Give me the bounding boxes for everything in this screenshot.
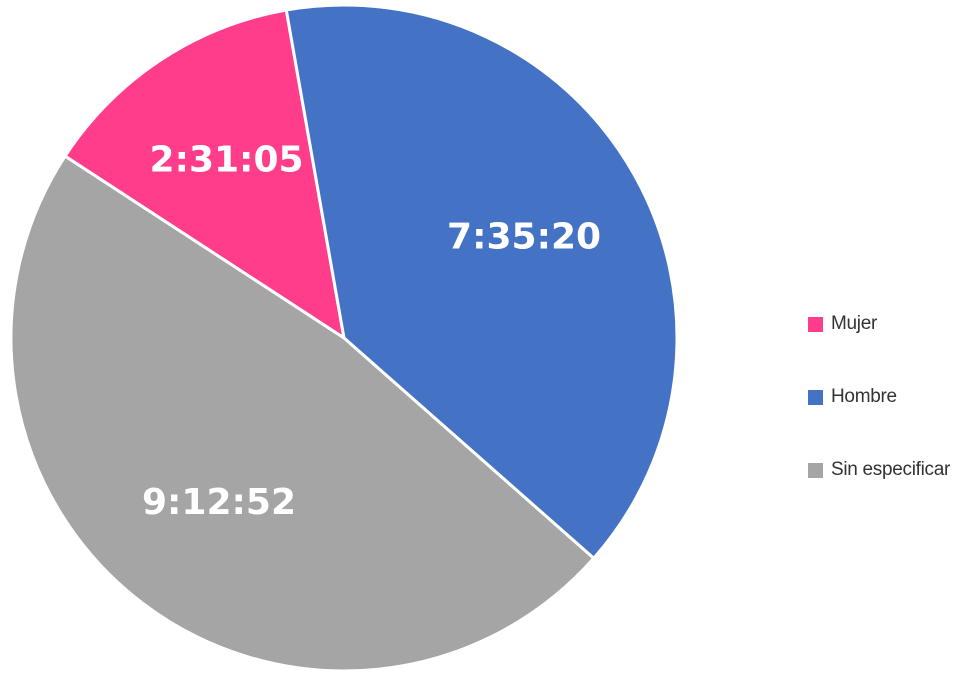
legend-item-hombre: Hombre [808, 385, 950, 409]
chart-legend: Mujer Hombre Sin especificar [808, 312, 950, 531]
pie-slice-mujer [63, 8, 346, 340]
legend-label-mujer: Mujer [831, 313, 878, 334]
legend-swatch-sin-especificar [808, 462, 823, 478]
pie-slice-sin-especificar [9, 154, 596, 673]
legend-swatch-hombre [808, 389, 823, 405]
slice-label-sin-especificar: 9:12:52 [142, 482, 296, 523]
legend-item-mujer: Mujer [808, 312, 950, 336]
slice-label-mujer: 2:31:05 [150, 140, 304, 181]
pie-slice-labels: 2:31:05 7:35:20 9:12:52 [142, 140, 601, 523]
legend-label-sin-especificar: Sin especificar [831, 459, 951, 480]
legend-swatch-mujer [808, 316, 823, 332]
legend-item-sin-especificar: Sin especificar [808, 458, 950, 482]
slice-label-hombre: 7:35:20 [447, 217, 601, 258]
legend-label-hombre: Hombre [831, 386, 897, 407]
pie-slices [9, 3, 679, 673]
pie-slice-hombre [284, 3, 679, 560]
